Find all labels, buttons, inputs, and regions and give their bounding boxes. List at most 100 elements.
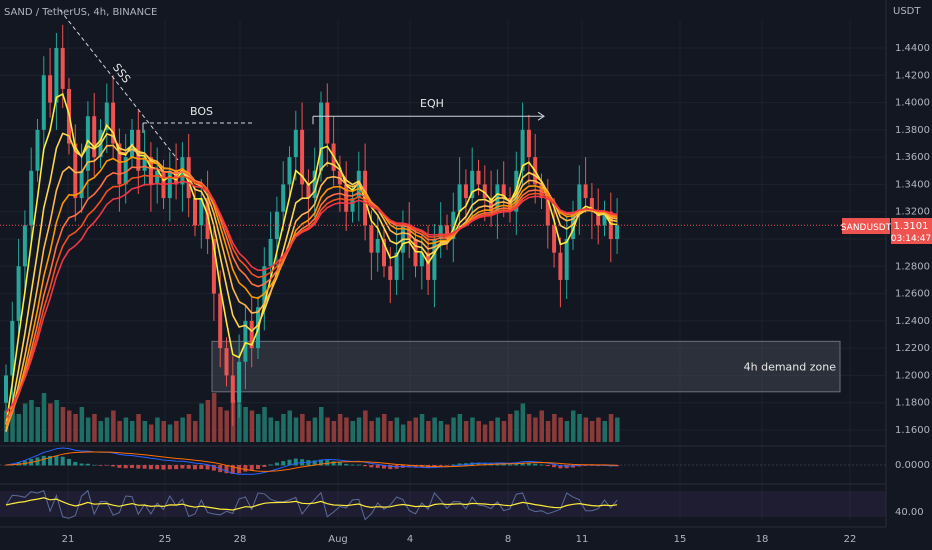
volume-bar xyxy=(111,410,116,442)
x-tick-label: 21 xyxy=(62,534,75,545)
candle-body xyxy=(508,198,512,212)
candle-body xyxy=(319,102,323,171)
candle-body xyxy=(413,239,418,267)
volume-bar xyxy=(400,424,406,442)
candle-body xyxy=(375,239,380,253)
volume-bar xyxy=(224,410,229,442)
volume-bar xyxy=(445,424,450,442)
macd-histogram-bar xyxy=(337,462,342,466)
volume-bar xyxy=(10,407,15,442)
volume-bar xyxy=(583,417,589,442)
macd-histogram-bar xyxy=(552,465,557,468)
macd-histogram-bar xyxy=(136,465,141,469)
time-axis[interactable]: 21 25 28 Aug 4 8 11 15 18 22 xyxy=(0,526,886,545)
volume-bar xyxy=(344,417,349,442)
volume-bar xyxy=(174,421,179,442)
macd-histogram-bar xyxy=(558,465,563,469)
candle-body xyxy=(54,48,59,103)
price-axis[interactable]: 1.1600 1.1800 1.2000 1.2200 1.2400 1.2600 1.28… xyxy=(885,0,930,527)
volume-bar xyxy=(489,421,494,442)
volume-bar xyxy=(262,407,267,442)
volume-bar xyxy=(463,421,469,442)
candle-body xyxy=(552,225,557,253)
volume-bar xyxy=(268,417,274,442)
macd-histogram-bar xyxy=(457,463,462,466)
volume-bar xyxy=(558,417,563,442)
macd-histogram-bar xyxy=(60,456,65,466)
macd-histogram-bar xyxy=(363,465,368,467)
macd-histogram-bar xyxy=(205,465,210,470)
macd-histogram-bar xyxy=(85,463,90,466)
symbol-tag: SANDUSDT xyxy=(841,223,892,233)
candle-body xyxy=(589,198,594,212)
candle-body xyxy=(142,157,147,171)
ema-line xyxy=(5,180,618,414)
volume-bar xyxy=(350,421,355,442)
macd-histogram-bar xyxy=(508,464,512,466)
macd-histogram-bar xyxy=(564,465,569,469)
candle-body xyxy=(22,225,27,267)
macd-histogram-bar xyxy=(243,465,248,472)
candle-body xyxy=(583,184,588,199)
ema-ribbon xyxy=(5,92,618,432)
sss-trendline xyxy=(59,9,179,161)
macd-histogram-bar xyxy=(476,462,481,466)
y-tick-label: 1.2800 xyxy=(895,261,930,272)
candle-body xyxy=(92,116,97,158)
volume-bars xyxy=(4,393,620,442)
volume-bar xyxy=(92,414,97,442)
volume-bar xyxy=(249,410,255,442)
candle-body xyxy=(350,198,355,212)
y-tick-label: 1.1600 xyxy=(895,425,930,436)
volume-bar xyxy=(375,417,381,442)
candle-body xyxy=(218,293,223,349)
candle-body xyxy=(243,320,248,362)
macd-histogram-bar xyxy=(4,465,8,466)
candle-body xyxy=(369,225,374,253)
annotations: SSS BOS EQH xyxy=(59,9,545,161)
macd-histogram-bar xyxy=(104,465,109,466)
candle-body xyxy=(306,184,311,199)
volume-bar xyxy=(180,417,185,442)
candle-body xyxy=(293,129,298,158)
volume-bar xyxy=(337,414,343,442)
macd-histogram-bar xyxy=(375,465,380,468)
volume-bar xyxy=(602,421,607,442)
volume-bar xyxy=(438,421,444,442)
volume-bar xyxy=(419,414,425,442)
macd-histogram-bar xyxy=(287,459,292,466)
volume-bar xyxy=(256,414,261,442)
ema-line xyxy=(5,174,618,419)
volume-bar xyxy=(545,421,551,442)
macd-histogram-bar xyxy=(413,465,418,468)
macd-histogram-bar xyxy=(41,455,46,466)
volume-bar xyxy=(211,393,217,442)
candle-body xyxy=(148,157,153,185)
candle-body xyxy=(344,184,349,212)
candle-body xyxy=(117,143,122,185)
volume-bar xyxy=(54,400,59,442)
candle-body xyxy=(608,211,613,239)
candle-body xyxy=(41,75,46,130)
volume-bar xyxy=(312,417,318,442)
volume-bar xyxy=(123,417,129,442)
candle-body xyxy=(457,184,462,212)
volume-bar xyxy=(85,417,91,442)
macd-histogram-bar xyxy=(262,465,267,467)
candle-body xyxy=(16,266,21,321)
candle-body xyxy=(262,266,267,308)
demand-zone xyxy=(211,340,841,393)
volume-bar xyxy=(564,421,570,442)
candle-body xyxy=(520,129,525,171)
volume-bar xyxy=(451,417,456,442)
macd-histogram-bar xyxy=(92,464,97,466)
candle-body xyxy=(230,375,235,403)
candle-body xyxy=(281,184,286,212)
macd-histogram-bar xyxy=(256,465,260,470)
candle-body xyxy=(438,225,443,239)
volume-bar xyxy=(508,414,513,442)
volume-bar xyxy=(67,410,72,442)
volume-bar xyxy=(571,410,576,442)
macd-histogram-bar xyxy=(98,465,103,466)
